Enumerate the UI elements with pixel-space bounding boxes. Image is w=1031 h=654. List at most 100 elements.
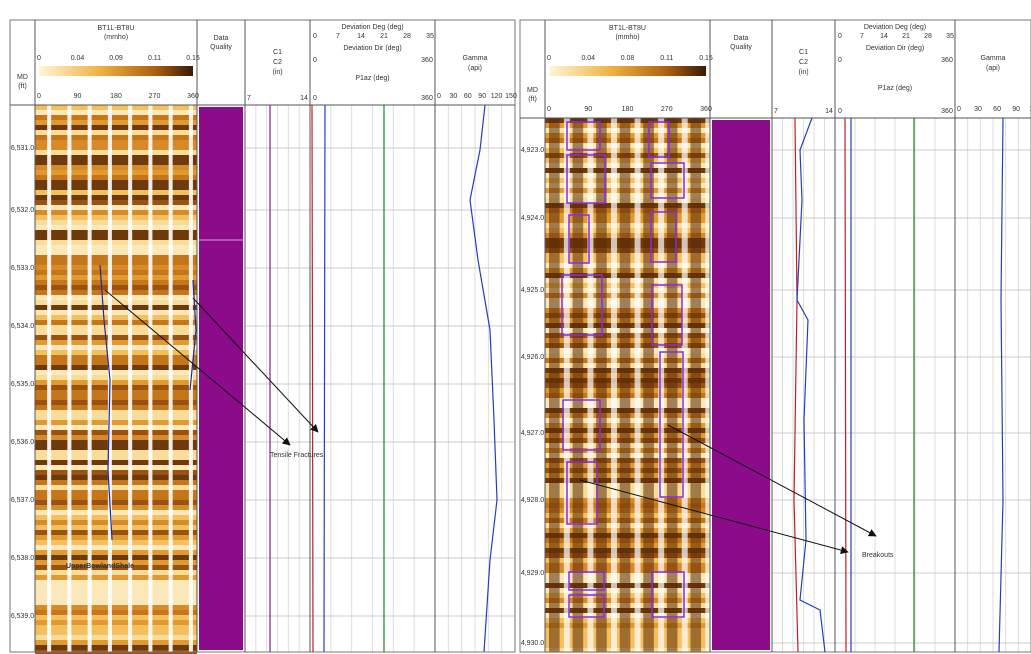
deviation-dir-max: 360 bbox=[421, 57, 433, 64]
pad-gap bbox=[658, 118, 665, 652]
image-band bbox=[35, 270, 197, 275]
image-band bbox=[35, 390, 197, 395]
image-band bbox=[35, 395, 197, 400]
image-band bbox=[35, 255, 197, 260]
gamma-tick: 150 bbox=[505, 93, 517, 100]
image-band bbox=[35, 135, 197, 140]
caliper-curve bbox=[796, 117, 826, 653]
breakout-box bbox=[566, 121, 601, 151]
panel-frame bbox=[519, 19, 1031, 653]
caliper-curve bbox=[323, 104, 326, 653]
image-band bbox=[35, 130, 197, 135]
image-band bbox=[35, 170, 197, 175]
data-quality-label: Data bbox=[734, 35, 749, 42]
image-band bbox=[35, 440, 197, 445]
image-title: BT1L-BT8U bbox=[609, 25, 646, 32]
breakout-box bbox=[566, 154, 606, 204]
data-quality-label: Data bbox=[214, 35, 229, 42]
deviation-deg-tick: 0 bbox=[838, 33, 842, 40]
annotation-arrow bbox=[579, 479, 849, 554]
image-band bbox=[35, 140, 197, 145]
image-band bbox=[35, 560, 197, 565]
azimuth-tick: 90 bbox=[584, 106, 592, 113]
conductivity-tick: 0.08 bbox=[621, 55, 635, 62]
image-band bbox=[35, 310, 197, 315]
md-unit: (ft) bbox=[528, 96, 537, 103]
image-band bbox=[35, 570, 197, 575]
breakout-box bbox=[568, 571, 605, 591]
image-band bbox=[35, 595, 197, 600]
image-band bbox=[35, 295, 197, 300]
azimuth-tick: 360 bbox=[700, 106, 712, 113]
depth-label: 6,536.0 bbox=[11, 439, 34, 446]
data-quality-bar bbox=[712, 120, 770, 650]
annotation-arrow bbox=[104, 289, 291, 446]
azimuth-tick: 0 bbox=[37, 93, 41, 100]
image-band bbox=[35, 645, 197, 650]
image-unit: (mmho) bbox=[615, 34, 639, 41]
image-band bbox=[35, 320, 197, 325]
image-band bbox=[35, 550, 197, 555]
image-band bbox=[35, 300, 197, 305]
image-band bbox=[35, 230, 197, 235]
image-band bbox=[35, 630, 197, 635]
depth-label: 4,924.0 bbox=[521, 215, 544, 222]
fracture-trace bbox=[99, 264, 113, 541]
pad-dark bbox=[690, 118, 702, 652]
image-band bbox=[35, 580, 197, 585]
image-band bbox=[35, 150, 197, 155]
annotation-label: Tensile Fractures bbox=[270, 452, 324, 459]
pad-gap bbox=[587, 118, 594, 652]
depth-label: 4,930.0 bbox=[521, 640, 544, 647]
gamma-curve bbox=[469, 104, 498, 653]
image-band bbox=[35, 125, 197, 130]
deviation-deg-tick: 35 bbox=[946, 33, 954, 40]
caliper-min: 7 bbox=[774, 108, 778, 115]
image-band bbox=[35, 160, 197, 165]
azimuth-tick: 270 bbox=[149, 93, 161, 100]
breakout-box bbox=[561, 274, 603, 336]
c1-label: C1 bbox=[273, 49, 282, 56]
breakout-box bbox=[568, 594, 605, 618]
image-band bbox=[35, 325, 197, 330]
image-band bbox=[35, 410, 197, 415]
pad-dark bbox=[619, 118, 631, 652]
image-band bbox=[35, 240, 197, 245]
deviation-deg-title: Deviation Deg (deg) bbox=[341, 24, 403, 31]
pad-gap bbox=[611, 118, 617, 652]
image-band bbox=[35, 620, 197, 625]
image-band bbox=[35, 375, 197, 380]
md-unit: (ft) bbox=[18, 83, 27, 90]
c2-label: C2 bbox=[799, 59, 808, 66]
image-band bbox=[35, 365, 197, 370]
conductivity-tick: 0 bbox=[547, 55, 551, 62]
image-band bbox=[35, 235, 197, 240]
image-band bbox=[35, 490, 197, 495]
conductivity-tick: 0.15 bbox=[699, 55, 713, 62]
depth-label: 6,534.0 bbox=[11, 323, 34, 330]
image-band bbox=[35, 495, 197, 500]
deviation-deg-tick: 28 bbox=[403, 33, 411, 40]
gamma-tick: 60 bbox=[464, 93, 472, 100]
image-band bbox=[35, 210, 197, 215]
conductivity-tick: 0.15 bbox=[186, 55, 200, 62]
pad-gap bbox=[705, 118, 712, 652]
depth-label: 4,928.0 bbox=[521, 497, 544, 504]
breakout-box bbox=[562, 399, 601, 451]
image-band bbox=[35, 215, 197, 220]
conductivity-tick: 0.09 bbox=[109, 55, 123, 62]
depth-label: 6,533.0 bbox=[11, 265, 34, 272]
image-band bbox=[35, 190, 197, 195]
caliper-max: 14 bbox=[300, 95, 308, 102]
caliper-curve bbox=[311, 104, 314, 653]
image-band bbox=[35, 420, 197, 425]
image-band bbox=[35, 200, 197, 205]
gamma-tick: 90 bbox=[478, 93, 486, 100]
gamma-title: Gamma bbox=[981, 55, 1006, 62]
image-band bbox=[35, 110, 197, 115]
image-band bbox=[35, 635, 197, 640]
p1az-min: 0 bbox=[313, 95, 317, 102]
image-band bbox=[35, 615, 197, 620]
image-band bbox=[35, 450, 197, 455]
